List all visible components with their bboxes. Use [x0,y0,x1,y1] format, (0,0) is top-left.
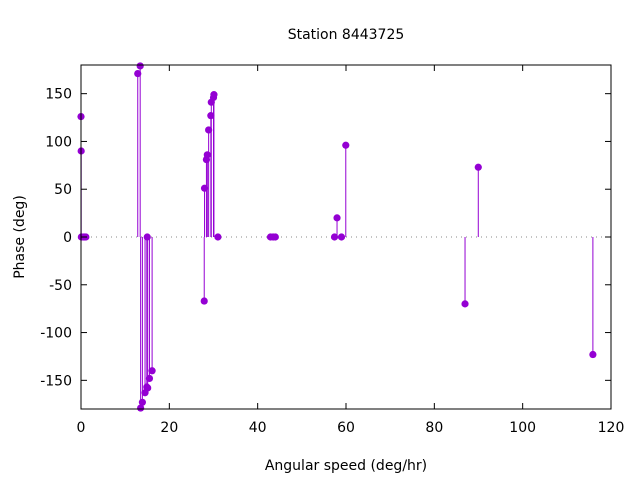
data-point [589,350,597,359]
x-tick-label: 20 [160,420,178,436]
data-point [210,91,218,99]
data-point [330,233,339,241]
y-axis-label: Phase (deg) [12,195,28,279]
data-point [342,141,350,149]
data-point [205,126,213,134]
tick-layer [80,65,612,409]
data-point [474,163,482,171]
data-point [134,70,142,78]
x-tick-label: 40 [249,420,267,436]
data-point [200,297,208,305]
chart-title: Station 8443725 [288,27,405,43]
data-point [145,374,154,383]
x-axis-label: Angular speed (deg/hr) [265,458,427,474]
data-point [148,367,156,375]
y-tick-label: 100 [45,134,72,150]
data-point [138,398,146,406]
data-point [214,233,222,241]
x-tick-labels: 0 20 40 60 80 100 120 [77,420,625,436]
y-tick-label: 150 [45,87,72,103]
x-tick-label: 100 [509,420,536,436]
data-point [207,112,215,120]
x-tick-label: 120 [598,420,625,436]
impulse-layer [80,65,594,409]
y-tick-label: -150 [40,373,72,389]
x-tick-label: 0 [77,420,86,436]
data-point [144,384,152,392]
x-tick-label: 60 [337,420,355,436]
data-point [271,233,279,241]
y-tick-labels: -150 -100 -50 0 50 100 150 [40,87,72,390]
y-tick-label: 50 [54,182,72,198]
y-tick-label: -100 [40,326,72,342]
data-point [203,151,211,159]
data-point [143,233,151,241]
data-point [137,404,145,412]
data-point [461,300,469,308]
x-tick-label: 80 [425,420,443,436]
data-point [337,233,346,241]
y-tick-label: 0 [63,230,72,246]
data-point [333,214,341,222]
y-tick-label: -50 [49,278,72,294]
point-layer [77,62,597,412]
data-point [136,62,144,70]
data-point [200,184,209,192]
